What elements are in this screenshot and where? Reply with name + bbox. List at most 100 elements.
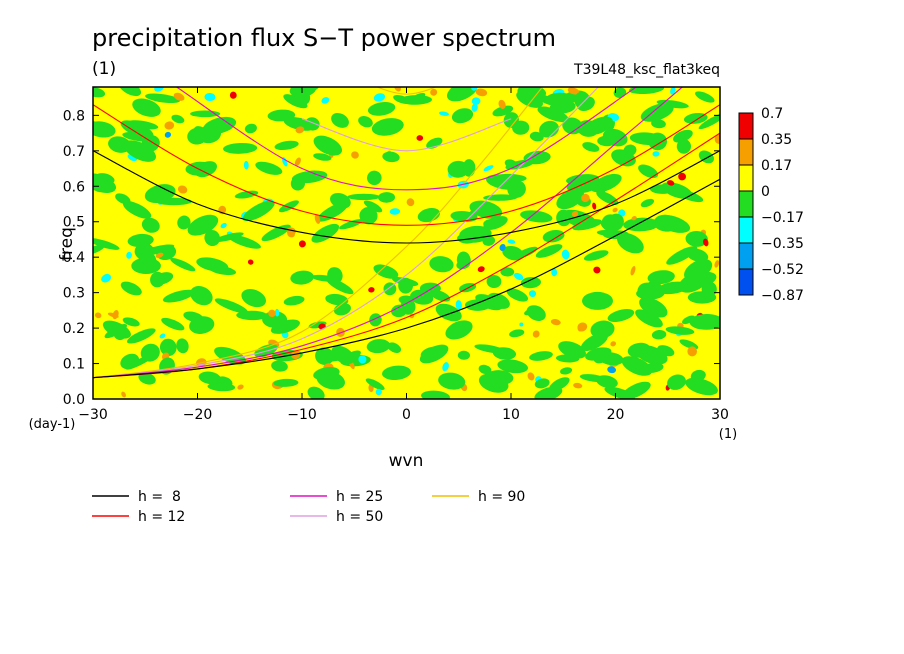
field-patch bbox=[556, 188, 585, 210]
field-patch bbox=[513, 272, 524, 281]
y-tick-label: 0.0 bbox=[63, 392, 85, 408]
legend-label: h = 50 bbox=[336, 509, 383, 525]
field-patch bbox=[673, 129, 693, 143]
field-patch bbox=[126, 251, 132, 259]
field-patch bbox=[321, 97, 330, 104]
field-patch bbox=[365, 378, 385, 390]
field-patch bbox=[585, 347, 612, 361]
field-patch bbox=[391, 304, 408, 318]
field-patch bbox=[590, 320, 615, 339]
field-patch bbox=[430, 88, 438, 96]
field-patch bbox=[141, 217, 160, 233]
y-tick-label: 0.7 bbox=[63, 144, 85, 160]
chart-title: precipitation flux S−T power spectrum bbox=[92, 24, 556, 52]
colorbar-label: −0.35 bbox=[761, 236, 804, 252]
field-patch bbox=[630, 265, 636, 276]
field-patch bbox=[582, 291, 613, 310]
field-patch bbox=[455, 300, 462, 310]
field-patch bbox=[550, 319, 561, 326]
legend: h = 8 h = 12 h = 25 h = 50 h = 90 bbox=[92, 489, 525, 525]
field-patch bbox=[648, 132, 667, 151]
field-patch bbox=[698, 113, 720, 130]
field-patch bbox=[607, 309, 635, 322]
field-patch bbox=[159, 333, 166, 339]
field-patch bbox=[651, 119, 666, 129]
field-patch bbox=[446, 87, 478, 102]
field-patch bbox=[670, 87, 676, 95]
field-patch bbox=[573, 382, 583, 389]
field-patch bbox=[93, 120, 108, 137]
field-patch bbox=[316, 370, 345, 390]
curve-h25-kelvin bbox=[93, 87, 684, 379]
x-tick-label: 30 bbox=[711, 407, 729, 423]
curve-h90-inertia-gravity bbox=[376, 87, 437, 95]
field-patch bbox=[420, 346, 444, 360]
field-patch bbox=[486, 274, 502, 289]
legend-label: h = 12 bbox=[138, 509, 185, 525]
colorbar-swatch bbox=[738, 164, 754, 192]
field-patch bbox=[635, 345, 668, 365]
field-patch bbox=[305, 117, 320, 131]
field-patch bbox=[438, 372, 466, 390]
field-patch bbox=[640, 198, 655, 208]
field-patch bbox=[498, 99, 506, 109]
field-patch bbox=[528, 290, 537, 298]
field-patch bbox=[542, 229, 565, 243]
field-patch bbox=[331, 345, 355, 365]
field-patch bbox=[307, 386, 325, 399]
field-patch bbox=[314, 214, 321, 224]
field-patch bbox=[475, 88, 488, 97]
field-patch bbox=[243, 160, 249, 170]
field-patch bbox=[537, 106, 569, 123]
y-tick-label: 0.2 bbox=[63, 321, 85, 337]
field-patch bbox=[101, 273, 112, 283]
field-patch bbox=[534, 386, 563, 399]
field-patch bbox=[270, 319, 300, 334]
field-patch bbox=[581, 193, 590, 203]
field-patch bbox=[290, 270, 314, 285]
field-patch bbox=[113, 326, 126, 341]
field-patch bbox=[503, 112, 519, 128]
field-patch bbox=[389, 208, 401, 215]
colorbar-label: −0.87 bbox=[761, 288, 804, 304]
field-patch bbox=[283, 94, 308, 109]
field-patch bbox=[492, 347, 517, 360]
field-patch bbox=[120, 281, 142, 296]
field-patch bbox=[359, 207, 378, 225]
field-patch bbox=[369, 313, 382, 327]
field-patch bbox=[358, 116, 373, 128]
colorbar-swatch bbox=[738, 138, 754, 166]
field-patch bbox=[327, 267, 343, 284]
field-patch bbox=[177, 185, 188, 194]
field-patch bbox=[296, 88, 311, 105]
field-patch bbox=[278, 200, 299, 213]
field-patch bbox=[373, 264, 399, 279]
field-patch bbox=[475, 294, 503, 311]
field-patch bbox=[247, 259, 254, 265]
x-tick-label: −30 bbox=[78, 407, 108, 423]
field-patch bbox=[567, 87, 580, 95]
field-patch bbox=[631, 216, 637, 221]
field-patch bbox=[445, 320, 473, 340]
field-patch bbox=[294, 157, 301, 166]
colorbar: 0.7 0.35 0.17 0 −0.17 −0.35 −0.52 −0.87 bbox=[738, 106, 804, 304]
field-patch bbox=[363, 200, 383, 213]
field-patch bbox=[520, 210, 553, 223]
field-patch bbox=[194, 126, 209, 138]
field-patch bbox=[652, 151, 660, 157]
field-patch bbox=[500, 267, 515, 277]
chart-subtitle: (1) bbox=[92, 59, 116, 79]
field-patch bbox=[577, 322, 588, 332]
field-patch bbox=[545, 92, 573, 104]
field-patch bbox=[122, 201, 152, 219]
field-patch bbox=[507, 239, 516, 244]
field-patch bbox=[399, 95, 432, 105]
field-patch bbox=[534, 378, 550, 389]
field-patch bbox=[244, 123, 257, 134]
field-patch bbox=[562, 117, 583, 135]
field-patch bbox=[600, 220, 618, 233]
field-patch bbox=[255, 161, 283, 175]
colorbar-label: −0.17 bbox=[761, 210, 804, 226]
field-patch bbox=[410, 289, 434, 305]
